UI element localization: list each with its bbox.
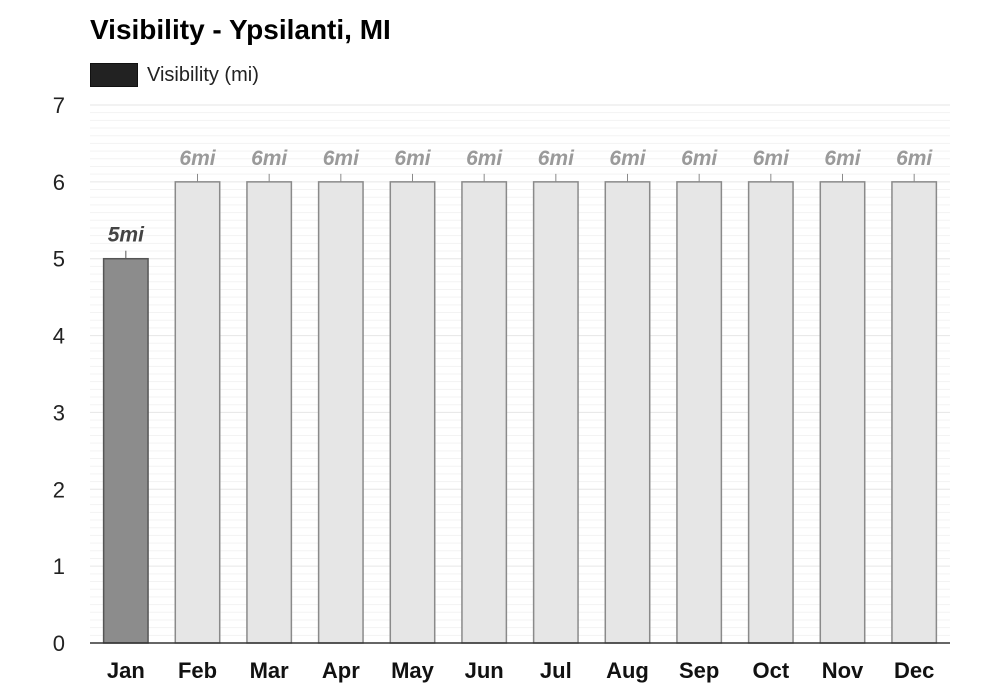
x-tick-label-nov: Nov: [822, 658, 864, 683]
x-tick-label-mar: Mar: [250, 658, 290, 683]
bar-aug: [604, 181, 651, 644]
bar-jul: [532, 181, 579, 644]
x-tick-label-jun: Jun: [465, 658, 504, 683]
data-label-dec: 6mi: [896, 147, 933, 170]
y-tick-label: 5: [53, 247, 65, 272]
data-label-sep: 6mi: [681, 147, 718, 170]
data-label-nov: 6mi: [824, 147, 861, 170]
bar-sep: [676, 181, 723, 644]
bar-nov: [819, 181, 866, 644]
bar-oct: [747, 181, 794, 644]
y-tick-label: 2: [53, 477, 65, 502]
data-label-mar: 6mi: [251, 147, 288, 170]
data-label-may: 6mi: [394, 147, 431, 170]
bar-apr: [317, 181, 364, 644]
y-tick-label: 6: [53, 170, 65, 195]
x-tick-label-oct: Oct: [752, 658, 789, 683]
y-tick-label: 0: [53, 631, 65, 656]
y-tick-label: 7: [53, 93, 65, 118]
bar-jan: [102, 257, 149, 644]
y-tick-label: 4: [53, 324, 65, 349]
chart-title: Visibility - Ypsilanti, MI: [90, 14, 391, 45]
x-tick-label-jan: Jan: [107, 658, 145, 683]
y-tick-label: 3: [53, 400, 65, 425]
data-label-jan: 5mi: [108, 224, 145, 247]
data-label-jul: 6mi: [538, 147, 575, 170]
x-tick-label-may: May: [391, 658, 435, 683]
y-tick-label: 1: [53, 554, 65, 579]
data-label-oct: 6mi: [753, 147, 790, 170]
x-tick-label-apr: Apr: [322, 658, 360, 683]
bar-jun: [461, 181, 508, 644]
x-tick-label-aug: Aug: [606, 658, 649, 683]
legend: Visibility (mi): [90, 62, 259, 88]
bar-dec: [891, 181, 938, 644]
bar-mar: [246, 181, 293, 644]
data-label-apr: 6mi: [323, 147, 360, 170]
data-label-aug: 6mi: [609, 147, 646, 170]
x-tick-label-jul: Jul: [540, 658, 572, 683]
bar-may: [389, 181, 436, 644]
legend-label: Visibility (mi): [147, 63, 259, 86]
x-tick-label-sep: Sep: [679, 658, 719, 683]
x-tick-label-dec: Dec: [894, 658, 934, 683]
x-tick-label-feb: Feb: [178, 658, 217, 683]
bar-feb: [174, 181, 221, 644]
data-label-jun: 6mi: [466, 147, 503, 170]
data-label-feb: 6mi: [179, 147, 216, 170]
legend-swatch: [90, 63, 138, 87]
